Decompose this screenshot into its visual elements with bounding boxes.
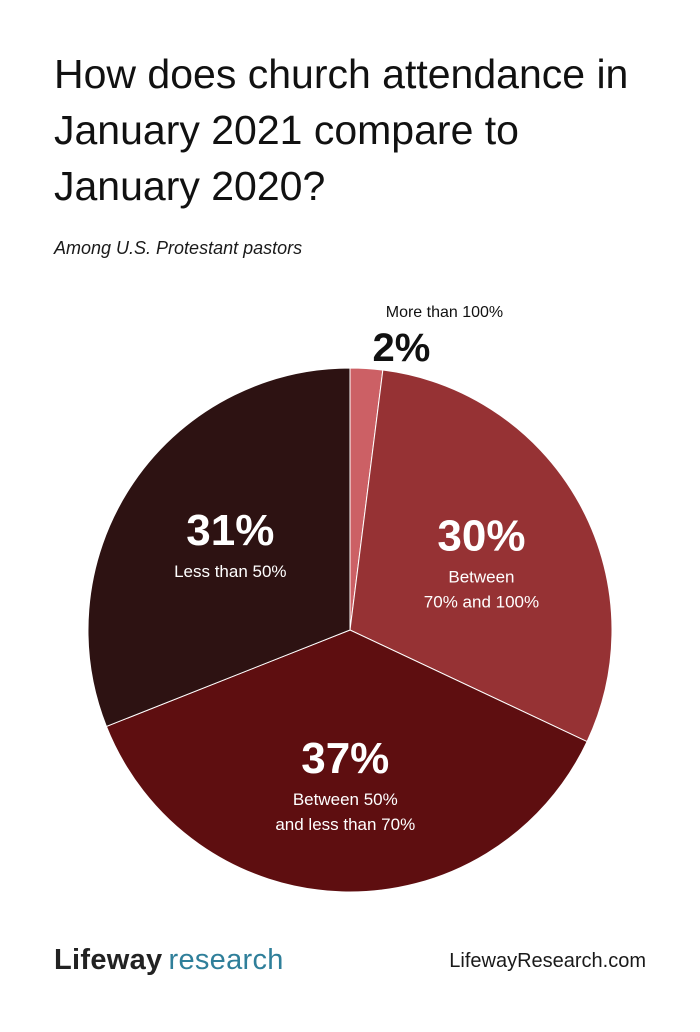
- logo-suffix: research: [168, 944, 284, 976]
- slice-value-less-than-50: 31%: [186, 506, 274, 555]
- lifeway-research-logo: Lifeway research: [54, 944, 284, 977]
- logo-brand: Lifeway: [54, 944, 163, 976]
- pie-labels: More than 100% 2% 30% Between 70% and 100% 37…: [174, 304, 539, 834]
- slice-label-between-50-and-less-than-70-line-2: and less than 70%: [275, 815, 415, 834]
- slice-value-more-than-100: 2%: [373, 326, 431, 370]
- pie-slice-less-than-50: [87, 367, 351, 728]
- pie-slices: [87, 367, 613, 893]
- footer-url: LifewayResearch.com: [449, 950, 646, 972]
- slice-label-between-50-and-less-than-70-line-1: Between 50%: [293, 790, 398, 809]
- slice-label-between-70-and-100-line-1: Between: [448, 568, 514, 587]
- slice-value-between-50-and-less-than-70: 37%: [301, 734, 389, 783]
- slice-value-between-70-and-100: 30%: [437, 512, 525, 561]
- chart-title: How does church attendance in January 20…: [54, 51, 629, 209]
- slice-label-between-70-and-100-line-2: 70% and 100%: [424, 593, 539, 612]
- slice-label-less-than-50-line-1: Less than 50%: [174, 562, 286, 581]
- pie-chart: More than 100% 2% 30% Between 70% and 100% 37…: [87, 304, 613, 893]
- slice-label-more-than-100: More than 100%: [386, 304, 503, 321]
- chart-subtitle: Among U.S. Protestant pastors: [54, 238, 303, 258]
- pie-slice-between-50-and-less-than-70: [105, 629, 588, 893]
- pie-slice-between-70-and-100: [349, 369, 613, 743]
